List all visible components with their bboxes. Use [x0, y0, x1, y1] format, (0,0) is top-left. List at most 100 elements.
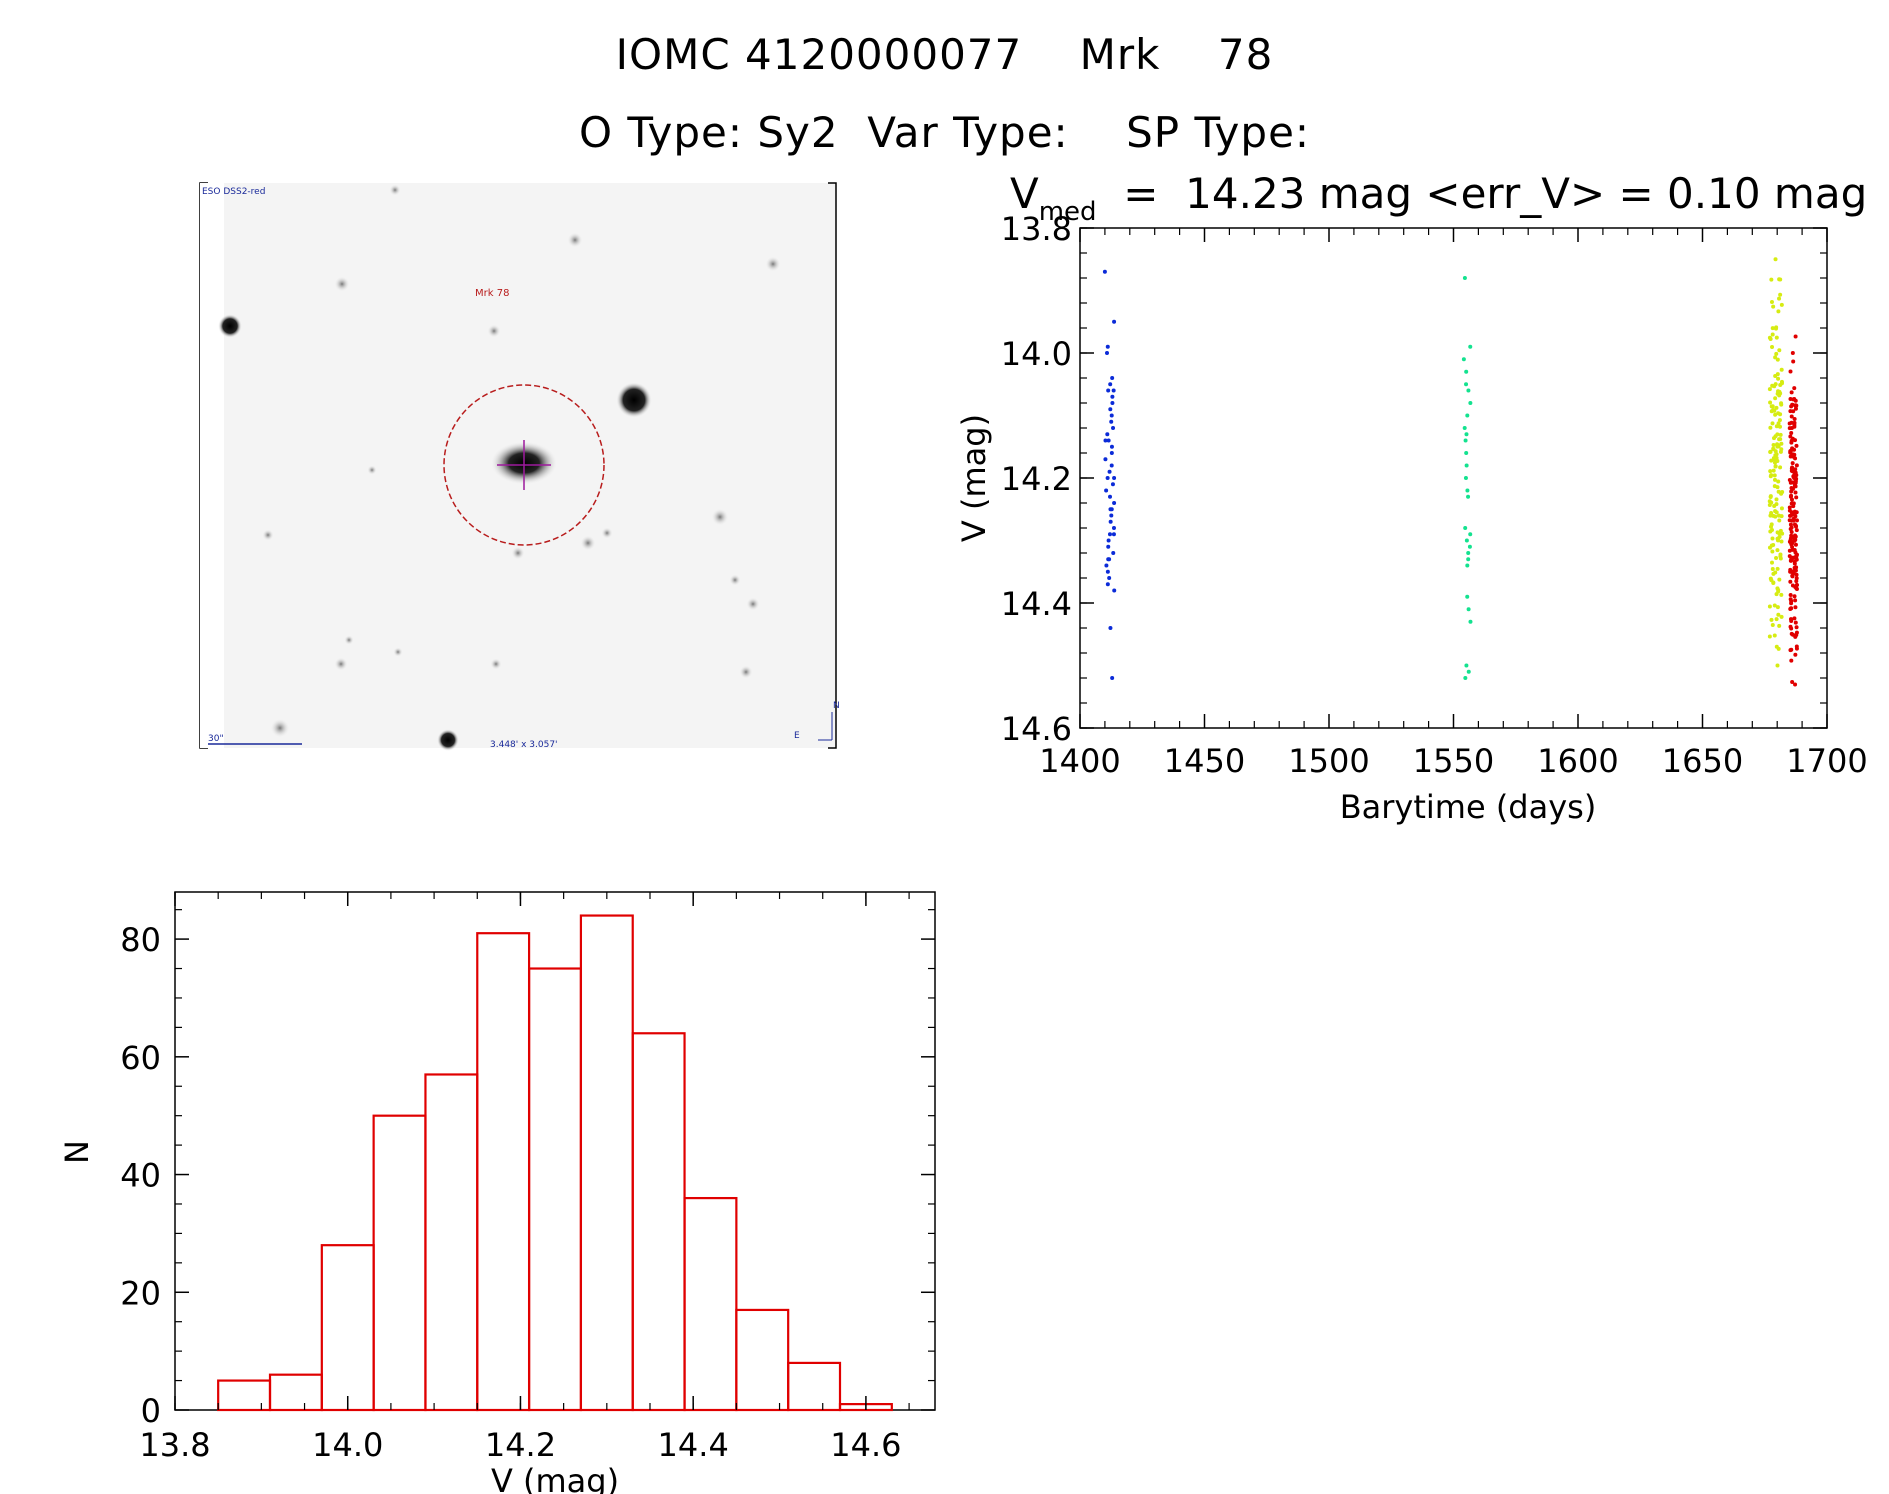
field-star [765, 256, 781, 272]
data-point [1789, 390, 1794, 395]
data-point [1773, 412, 1778, 417]
data-point [1789, 658, 1794, 663]
data-point [1109, 513, 1114, 518]
data-point [1793, 514, 1798, 519]
data-point [1788, 526, 1793, 531]
data-point [1789, 431, 1794, 436]
data-point [1770, 421, 1775, 426]
data-point [1793, 470, 1798, 475]
light-curve-ylabel: V (mag) [955, 414, 993, 542]
data-point [1465, 413, 1470, 418]
field-star [601, 527, 613, 539]
histogram-bar [735, 1308, 790, 1412]
field-star [262, 529, 274, 541]
data-point [1768, 494, 1773, 499]
data-point [1789, 420, 1794, 425]
data-point [1468, 344, 1473, 349]
x-tick-label: 14.6 [830, 1426, 901, 1464]
data-point [1105, 582, 1110, 587]
y-tick-label: 13.8 [1001, 210, 1072, 248]
data-point [1788, 593, 1793, 598]
data-point [1466, 669, 1471, 674]
data-point [1791, 474, 1796, 479]
data-point [1767, 545, 1772, 550]
data-point [1111, 532, 1116, 537]
histogram-bar [787, 1361, 842, 1412]
data-point [1769, 473, 1774, 478]
light-curve-title: Vmed = 14.23 mag <err_V> = 0.10 mag [1010, 169, 1867, 227]
data-point [1775, 663, 1780, 668]
data-point [1779, 447, 1784, 452]
y-tick-label: 14.6 [1001, 710, 1072, 748]
data-point [1464, 463, 1469, 468]
data-point [1789, 618, 1794, 623]
data-point [1792, 452, 1797, 457]
x-tick-label: 1450 [1164, 742, 1245, 780]
data-point [1791, 569, 1796, 574]
histogram-ylabel: N [58, 1140, 96, 1164]
data-point [1767, 387, 1772, 392]
data-point [1794, 463, 1799, 468]
target-label: Mrk 78 [475, 288, 509, 299]
data-point [1788, 480, 1793, 485]
data-point [1106, 438, 1111, 443]
data-point [1774, 405, 1779, 410]
field-star [729, 574, 741, 586]
data-point [1105, 476, 1110, 480]
finder-image: ESO DSS2-red Mrk 78 30" 3.448' x 3.057' … [199, 182, 840, 751]
data-point [1770, 326, 1775, 331]
data-point [1777, 393, 1782, 398]
data-point [1769, 578, 1774, 583]
data-point [1788, 579, 1793, 584]
data-point [1109, 413, 1114, 418]
data-point [1793, 334, 1798, 339]
field-star [393, 647, 403, 657]
data-point [1103, 457, 1108, 462]
y-tick-label: 40 [120, 1157, 161, 1195]
data-point [1794, 586, 1799, 591]
data-point [1463, 438, 1468, 443]
field-star [367, 465, 377, 475]
x-tick-label: 14.2 [485, 1426, 556, 1464]
field-star [711, 508, 729, 526]
data-point [1789, 493, 1794, 498]
data-point [1466, 557, 1471, 562]
data-point [1771, 571, 1776, 576]
data-point [1770, 567, 1775, 572]
data-point [1773, 374, 1778, 379]
data-point [1464, 382, 1469, 387]
data-point [1776, 309, 1781, 314]
data-point [1465, 488, 1470, 493]
data-point [1779, 592, 1784, 597]
data-point [1772, 384, 1777, 389]
data-point [1108, 407, 1113, 412]
data-point [1792, 510, 1797, 515]
field-star [616, 382, 652, 418]
y-tick-label: 0 [141, 1392, 161, 1430]
data-point [1773, 355, 1778, 360]
data-point [1788, 397, 1793, 402]
data-point [1771, 442, 1776, 447]
data-point [1110, 676, 1115, 680]
data-point [1789, 497, 1794, 502]
data-point [1779, 614, 1784, 619]
field-star [567, 232, 583, 248]
data-point [1793, 490, 1798, 495]
data-point [1104, 563, 1109, 568]
data-point [1791, 518, 1796, 523]
data-point [1110, 482, 1115, 487]
data-point [1776, 444, 1781, 449]
data-point [1468, 619, 1473, 624]
data-point [1111, 426, 1116, 430]
field-star [334, 657, 348, 671]
data-point [1767, 503, 1772, 508]
data-point [1793, 404, 1798, 409]
data-point [1104, 351, 1109, 355]
data-point [1772, 603, 1777, 608]
data-point [1774, 617, 1779, 622]
data-point [1793, 605, 1798, 610]
histogram-bar [631, 1032, 686, 1412]
field-stars [218, 184, 781, 751]
field-star [739, 665, 753, 679]
data-point [1779, 402, 1784, 407]
